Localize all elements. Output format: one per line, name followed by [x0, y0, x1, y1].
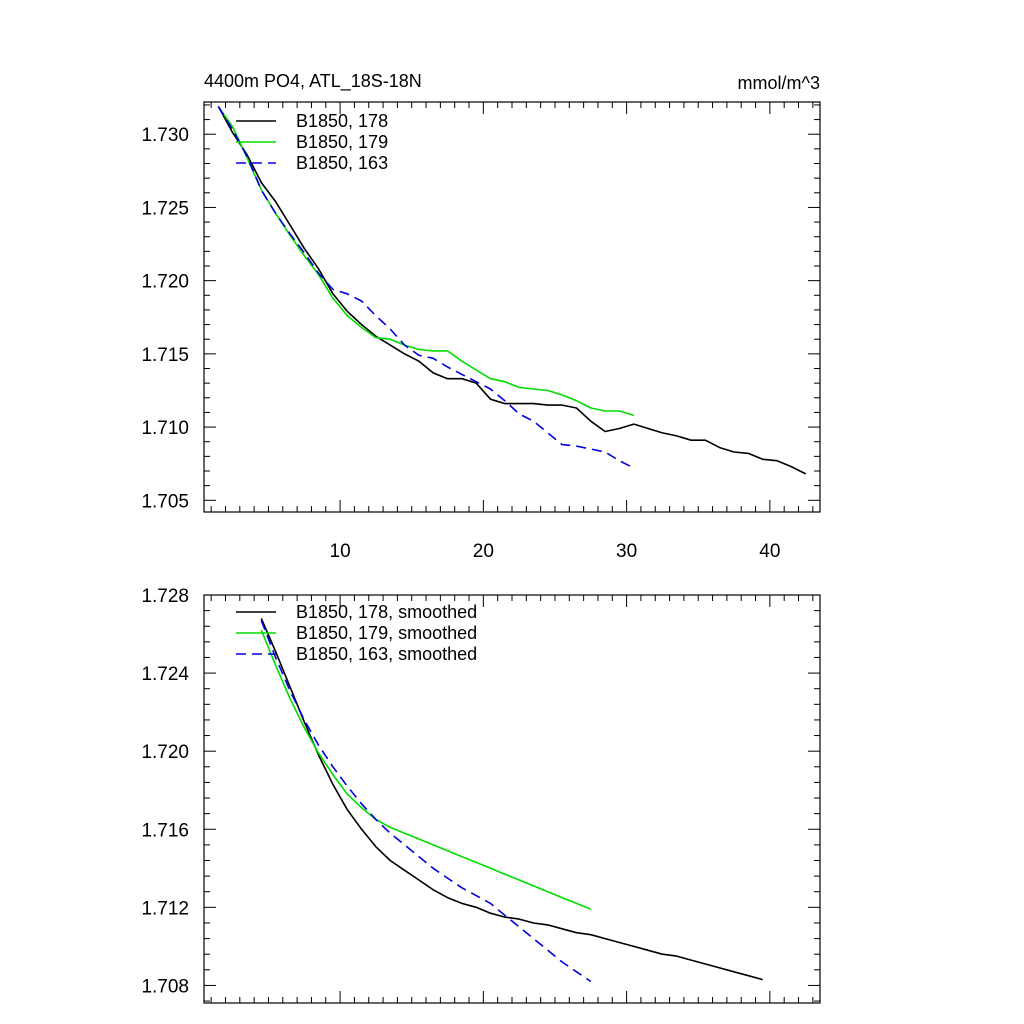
series-line-3 — [260, 620, 592, 983]
y-tick-label: 1.720 — [141, 742, 189, 763]
y-tick-label: 1.725 — [141, 198, 189, 219]
legend-label: B1850, 179 — [296, 132, 388, 152]
x-tick-label: 30 — [616, 541, 637, 562]
legend-label: B1850, 179, smoothed — [296, 623, 477, 643]
chart-panel-2: 1.708 1.712 1.716 1.720 1.724 1.728 B1850, 178… — [141, 586, 821, 1004]
legend-label: B1850, 178 — [296, 111, 388, 131]
x-tick-label: 20 — [473, 541, 494, 562]
y-tick-label: 1.715 — [141, 345, 189, 366]
chart-panel-1: 10 20 30 40 1.705 1.710 1.715 1.720 1.725 1.730 44… — [141, 71, 821, 562]
series-line-3 — [217, 105, 635, 469]
y-tick-label: 1.712 — [141, 898, 189, 919]
units-label: mmol/m^3 — [738, 73, 820, 93]
legend-label: B1850, 163 — [296, 153, 388, 173]
y-tick-label: 1.705 — [141, 491, 189, 512]
y-tick-label: 1.728 — [141, 586, 189, 607]
chart-title: 4400m PO4, ATL_18S-18N — [204, 71, 422, 92]
legend-label: B1850, 178, smoothed — [296, 602, 477, 622]
x-tick-label: 10 — [330, 541, 351, 562]
series-line-1 — [260, 618, 763, 981]
y-tick-label: 1.724 — [141, 664, 189, 685]
y-tick-label: 1.716 — [141, 820, 189, 841]
series-line-2 — [217, 105, 635, 417]
y-tick-label: 1.710 — [141, 418, 189, 439]
y-tick-label: 1.708 — [141, 976, 189, 997]
y-tick-label: 1.720 — [141, 272, 189, 293]
legend-label: B1850, 163, smoothed — [296, 644, 477, 664]
series-line-2 — [260, 629, 592, 911]
series-line-1 — [217, 106, 807, 475]
y-tick-label: 1.730 — [141, 125, 189, 146]
x-tick-label: 40 — [759, 541, 780, 562]
